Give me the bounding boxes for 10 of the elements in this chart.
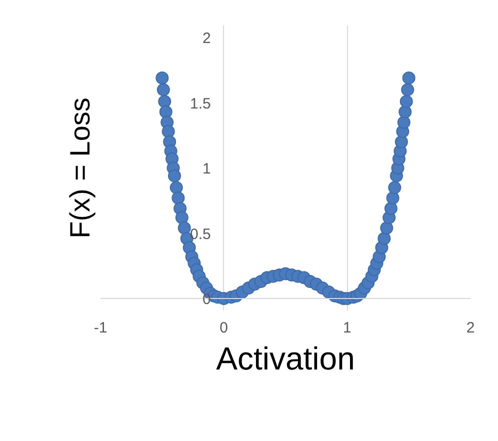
y-tick-label: 1.5: [190, 95, 211, 112]
x-tick-label: 1: [342, 320, 352, 336]
y-tick-label: 1: [202, 160, 211, 178]
y-tick-label: 2: [202, 30, 211, 47]
x-tick-label: -1: [94, 320, 108, 336]
x-tick-label: 0: [220, 320, 228, 336]
y-axis-title: F(x) = Loss: [64, 98, 96, 238]
x-axis-title: Activation: [216, 340, 355, 376]
x-tick-label: 2: [466, 320, 475, 336]
y-tick-label: 0.5: [190, 226, 211, 243]
